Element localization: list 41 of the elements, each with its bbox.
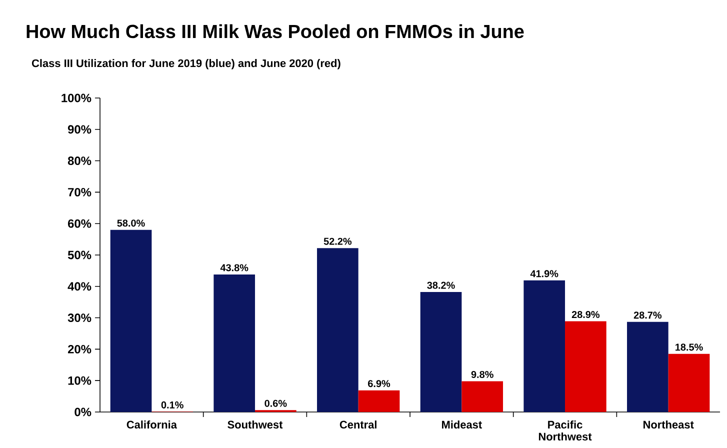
data-label: 9.8% xyxy=(471,370,494,378)
y-tick-label: 40% xyxy=(68,282,92,291)
bar xyxy=(565,321,606,412)
y-tick-label: 0% xyxy=(74,408,92,416)
data-label: 0.1% xyxy=(161,401,184,408)
data-label: 41.9% xyxy=(530,270,558,278)
y-tick-label: 60% xyxy=(68,219,92,228)
data-label: 0.6% xyxy=(264,400,287,407)
y-tick-label: 50% xyxy=(68,250,92,260)
chart-subtitle: Class III Utilization for June 2019 (blue) and June 2020 (red) xyxy=(32,59,340,70)
x-tick-label: Pacific Northwest xyxy=(538,420,592,441)
data-label: 28.7% xyxy=(634,312,662,319)
chart-title: How Much Class III Milk Was Pooled on FMMOs in June xyxy=(26,24,524,38)
bar xyxy=(214,274,256,412)
data-label: 6.9% xyxy=(368,380,390,388)
bar xyxy=(462,381,504,412)
bar xyxy=(420,292,462,412)
data-label: 43.8% xyxy=(220,264,248,272)
x-tick-label: Mideast xyxy=(442,420,482,429)
data-label: 38.2% xyxy=(427,282,455,289)
x-tick-label: Central xyxy=(340,420,376,429)
bar xyxy=(358,390,400,412)
x-tick-label: California xyxy=(126,420,178,429)
y-tick-label: 30% xyxy=(68,314,92,322)
y-tick-label: 10% xyxy=(68,376,92,385)
y-tick-label: 20% xyxy=(68,344,92,354)
data-label: 52.2% xyxy=(324,238,352,245)
x-tick-label: Northeast xyxy=(644,420,694,429)
y-tick-label: 80% xyxy=(68,156,92,166)
bar xyxy=(317,248,358,412)
bar xyxy=(627,322,668,412)
y-tick-label: 70% xyxy=(68,188,92,196)
y-tick-label: 90% xyxy=(68,125,92,134)
data-label: 28.9% xyxy=(572,310,600,318)
bar xyxy=(668,354,710,412)
bar xyxy=(524,280,566,412)
data-label: 58.0% xyxy=(117,220,145,227)
data-label: 18.5% xyxy=(676,344,703,351)
y-tick-label: 100% xyxy=(62,94,92,102)
x-tick-label: Southwest xyxy=(228,420,283,429)
bar xyxy=(110,230,152,412)
